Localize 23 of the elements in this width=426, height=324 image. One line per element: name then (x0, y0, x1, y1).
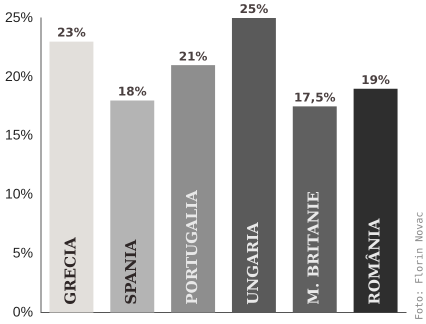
bar (49, 42, 94, 313)
x-tick-label: PORTUGALIA (182, 190, 201, 305)
data-label: 18% (118, 84, 147, 99)
data-label: 19% (361, 72, 390, 87)
y-tick-label: 0% (12, 303, 34, 320)
x-tick-label: M. BRITANIE (304, 191, 323, 305)
bar (110, 100, 154, 313)
data-label: 21% (178, 49, 208, 64)
y-tick-label: 10% (4, 186, 34, 202)
x-tick-label: UNGARIA (244, 222, 262, 305)
y-tick-label: 5% (12, 244, 34, 261)
data-label: 25% (240, 2, 268, 16)
y-tick-label: 20% (4, 68, 34, 84)
data-label: 17,5% (294, 90, 336, 105)
y-tick-label: 15% (4, 126, 34, 143)
data-label: 23% (57, 26, 86, 40)
y-tick-label: 25% (4, 8, 34, 25)
x-tick-label: SPANIA (122, 239, 140, 305)
text: Foto: Florin Novac (414, 212, 426, 320)
bar (171, 65, 216, 313)
x-tick-label: GRECIA (61, 236, 80, 305)
bar (354, 88, 398, 313)
x-tick-label: ROMÂNIA (365, 218, 384, 305)
